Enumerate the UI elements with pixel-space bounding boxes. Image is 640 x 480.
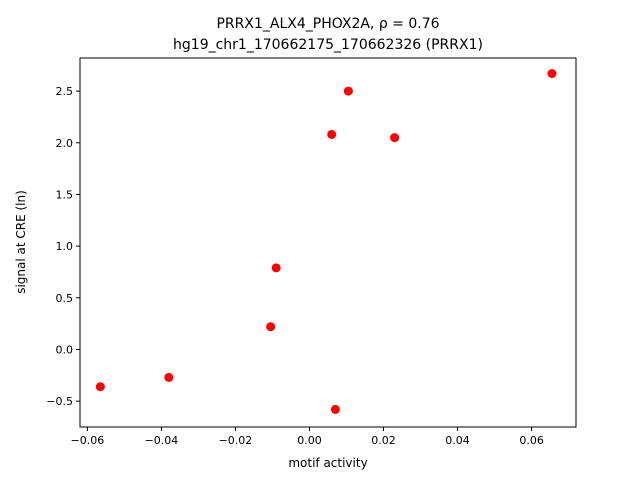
x-tick-label: −0.04 xyxy=(145,434,179,447)
plot-frame xyxy=(79,57,577,428)
x-tick-label: 0.06 xyxy=(519,434,544,447)
data-point xyxy=(164,372,174,382)
x-tick-label: −0.06 xyxy=(71,434,105,447)
x-axis-ticks: −0.06 −0.04 −0.02 0.00 0.02 0.04 0.06 xyxy=(71,427,544,447)
data-point xyxy=(547,69,557,79)
data-point xyxy=(390,133,400,143)
y-tick-label: 2.0 xyxy=(56,137,74,150)
x-tick-label: 0.04 xyxy=(445,434,470,447)
data-point xyxy=(271,263,281,273)
y-axis-ticks: −0.5 0.0 0.5 1.0 1.5 2.0 2.5 xyxy=(46,85,80,408)
x-tick-label: 0.02 xyxy=(371,434,396,447)
y-tick-label: −0.5 xyxy=(46,395,73,408)
points-layer xyxy=(95,69,557,414)
y-tick-label: 0.5 xyxy=(56,292,74,305)
data-point xyxy=(343,86,353,96)
data-point xyxy=(95,382,105,392)
data-point xyxy=(330,404,340,414)
x-axis-label: motif activity xyxy=(288,456,367,470)
chart-title-line1: PRRX1_ALX4_PHOX2A, ρ = 0.76 xyxy=(216,16,439,32)
y-tick-label: 2.5 xyxy=(56,85,74,98)
y-tick-label: 1.0 xyxy=(56,240,74,253)
y-tick-label: 1.5 xyxy=(56,188,74,201)
chart-title-line2: hg19_chr1_170662175_170662326 (PRRX1) xyxy=(173,37,483,53)
y-tick-label: 0.0 xyxy=(56,343,74,356)
data-point xyxy=(327,129,337,139)
y-axis-label: signal at CRE (ln) xyxy=(14,190,28,294)
x-tick-label: 0.00 xyxy=(297,434,322,447)
x-tick-label: −0.02 xyxy=(219,434,253,447)
data-point xyxy=(266,322,276,332)
